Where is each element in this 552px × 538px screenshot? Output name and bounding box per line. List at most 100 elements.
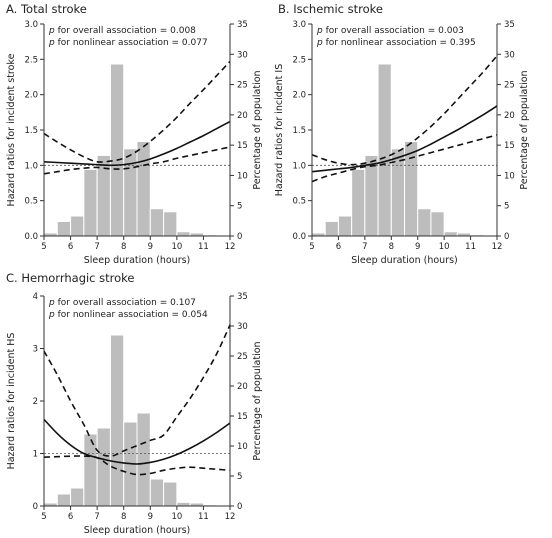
x-tick-label: 5 (309, 242, 314, 252)
y2-axis-label: Percentage of population (252, 341, 263, 460)
y2-tick-label: 5 (237, 472, 242, 482)
y-tick-label: 3.0 (24, 20, 38, 30)
ci-lower-line (43, 146, 231, 175)
y2-tick-label: 20 (504, 111, 515, 121)
histogram-bar (176, 501, 191, 507)
x-tick-label: 9 (148, 512, 153, 522)
x-tick-label: 7 (94, 512, 99, 522)
y-tick-label: 1.0 (292, 161, 306, 171)
hazard-ratio-line (311, 105, 498, 173)
y2-tick-label: 10 (504, 171, 515, 181)
histogram-bar (70, 215, 85, 237)
y-tick-label: 1.5 (24, 126, 38, 136)
x-tick-label: 6 (336, 242, 341, 252)
ci-upper-line (43, 60, 231, 163)
p-symbol: p (316, 26, 323, 36)
y2-axis-label: Percentage of population (519, 70, 530, 189)
x-tick-label: 10 (171, 242, 182, 252)
histogram-bar (364, 154, 379, 237)
y2-tick-label: 35 (504, 20, 515, 30)
panel-title: C. Hemorrhagic stroke (6, 271, 135, 285)
y-tick-label: 0.0 (292, 232, 306, 242)
histogram-bar (56, 220, 72, 237)
hazard-ratio-line (43, 120, 231, 167)
x-axis-label: Sleep duration (hours) (84, 525, 191, 536)
x-axis-label: Sleep duration (hours) (84, 255, 191, 266)
ci-upper-line (43, 324, 231, 457)
y2-tick-label: 5 (237, 202, 242, 212)
y2-tick-label: 0 (237, 502, 242, 512)
histogram-bar (136, 141, 151, 237)
x-tick-label: 6 (68, 512, 73, 522)
y-tick-label: 3.0 (292, 20, 306, 30)
p-value-text: for nonlinear association = 0.054 (55, 310, 208, 320)
x-tick-label: 7 (94, 242, 99, 252)
y-tick-label: 4 (33, 292, 38, 302)
histogram-bar (176, 231, 191, 237)
y2-tick-label: 5 (504, 202, 509, 212)
y-axis-label: Hazard ratios for incident IS (274, 64, 285, 197)
p-value-annotation: p for nonlinear association = 0.077 (48, 38, 208, 48)
histogram-bar (163, 481, 178, 507)
x-tick-label: 11 (465, 242, 476, 252)
y2-axis-label: Percentage of population (252, 70, 263, 189)
chart-panel-b: B. Ischemic stroke 5 6 7 8 9 10 11 12 Sleep durat… (274, 2, 530, 266)
x-tick-label: 11 (198, 512, 209, 522)
y2-tick-label: 20 (237, 111, 248, 121)
y-tick-label: 2.5 (292, 55, 306, 65)
y2-tick-label: 25 (504, 81, 515, 91)
p-value-text: for overall association = 0.003 (323, 26, 464, 36)
p-value-annotation: p for nonlinear association = 0.395 (316, 38, 476, 48)
histogram-bar (163, 211, 178, 237)
p-symbol: p (48, 38, 55, 48)
y2-tick-label: 25 (237, 81, 248, 91)
y2-tick-label: 15 (237, 412, 248, 422)
histogram-bar (123, 148, 138, 237)
p-value-annotation: p for nonlinear association = 0.054 (48, 310, 208, 320)
y2-tick-label: 0 (237, 232, 242, 242)
panel-title: B. Ischemic stroke (278, 2, 383, 16)
y2-tick-label: 30 (237, 322, 248, 332)
p-value-annotation: p for overall association = 0.008 (48, 26, 196, 36)
y-tick-label: 0.5 (292, 197, 306, 207)
histogram-bar (83, 168, 98, 237)
y-tick-label: 3 (33, 345, 38, 355)
panel-title: A. Total stroke (6, 2, 87, 16)
x-tick-label: 8 (121, 242, 126, 252)
histogram-bar (443, 231, 458, 237)
p-symbol: p (316, 38, 323, 48)
histogram-bar (149, 478, 165, 507)
histogram-bar (417, 208, 432, 237)
ci-upper-line (311, 55, 498, 166)
y-tick-label: 2.0 (24, 91, 38, 101)
y2-tick-label: 15 (237, 141, 248, 151)
histogram-bar (70, 487, 85, 507)
x-axis-label: Sleep duration (hours) (351, 255, 458, 266)
y2-tick-label: 20 (237, 382, 248, 392)
x-tick-label: 12 (492, 242, 503, 252)
p-symbol: p (48, 310, 55, 320)
x-tick-label: 10 (171, 512, 182, 522)
y2-tick-label: 25 (237, 352, 248, 362)
y-tick-label: 2.0 (292, 91, 306, 101)
histogram-bar (324, 220, 339, 237)
histogram (311, 63, 498, 237)
x-tick-label: 7 (362, 242, 367, 252)
p-value-text: for overall association = 0.107 (55, 298, 196, 308)
histogram-bar (149, 208, 165, 237)
p-value-text: for overall association = 0.008 (55, 26, 196, 36)
x-tick-label: 11 (198, 242, 209, 252)
chart-panel-a: A. Total stroke 5 6 7 8 9 10 11 12 Sleep duration… (6, 2, 263, 266)
histogram-bar (109, 63, 125, 237)
p-value-annotation: p for overall association = 0.003 (316, 26, 464, 36)
y2-tick-label: 10 (237, 442, 248, 452)
x-tick-label: 10 (439, 242, 450, 252)
p-symbol: p (48, 26, 55, 36)
x-tick-label: 12 (225, 512, 236, 522)
x-tick-label: 9 (148, 242, 153, 252)
histogram-bar (351, 168, 366, 237)
histogram-bar (136, 412, 151, 507)
x-tick-label: 6 (68, 242, 73, 252)
ci-lower-line (43, 455, 231, 476)
